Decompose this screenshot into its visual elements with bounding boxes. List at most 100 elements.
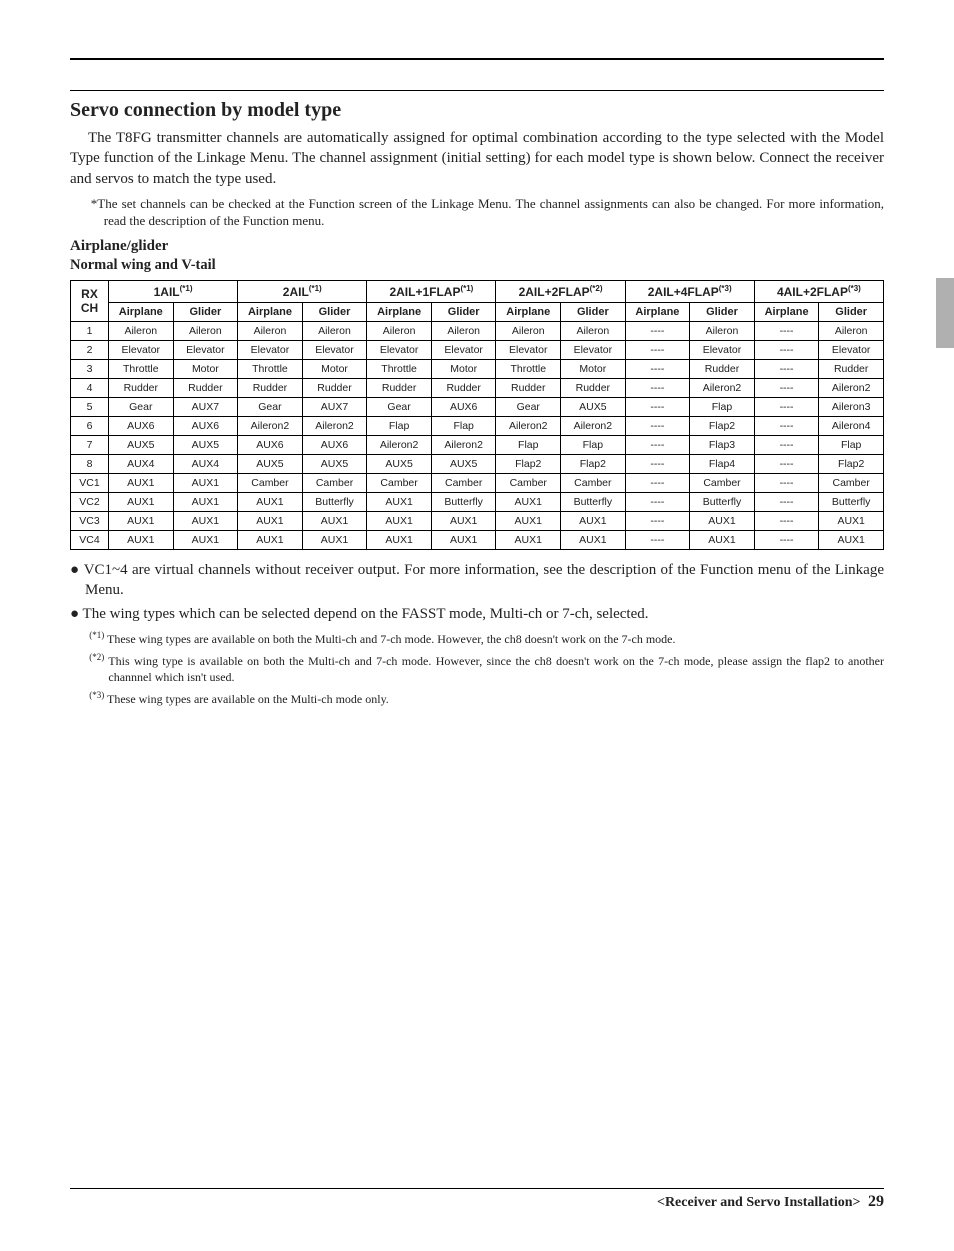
table-cell: Elevator: [561, 340, 626, 359]
table-cell: Camber: [690, 473, 755, 492]
table-cell: Rudder: [496, 378, 561, 397]
table-cell: Camber: [238, 473, 303, 492]
table-cell: AUX1: [238, 530, 303, 549]
table-cell: ----: [625, 359, 690, 378]
table-cell: Aileron2: [561, 416, 626, 435]
table-cell: AUX1: [109, 511, 174, 530]
table-sub-header: Airplane: [625, 302, 690, 321]
table-cell: Throttle: [109, 359, 174, 378]
table-row: VC4AUX1AUX1AUX1AUX1AUX1AUX1AUX1AUX1----A…: [71, 530, 884, 549]
subheading-airplane-glider: Airplane/glider: [70, 238, 884, 255]
table-cell: Aileron2: [496, 416, 561, 435]
table-cell: Motor: [431, 359, 496, 378]
table-group-header: 1AIL(*1): [109, 280, 238, 302]
subheading-wing-type: Normal wing and V-tail: [70, 257, 884, 274]
footer-section-label: <Receiver and Servo Installation>: [657, 1195, 861, 1210]
table-cell: Elevator: [819, 340, 884, 359]
table-group-header: 2AIL+4FLAP(*3): [625, 280, 754, 302]
table-cell: AUX1: [496, 530, 561, 549]
table-cell: Flap: [690, 397, 755, 416]
table-corner: RXCH: [71, 280, 109, 321]
table-cell: Motor: [302, 359, 367, 378]
table-row: VC2AUX1AUX1AUX1ButterflyAUX1ButterflyAUX…: [71, 492, 884, 511]
table-cell: Aileron2: [238, 416, 303, 435]
table-group-header: 4AIL+2FLAP(*3): [754, 280, 883, 302]
table-cell-ch: 1: [71, 321, 109, 340]
table-cell-ch: VC2: [71, 492, 109, 511]
table-cell: AUX6: [302, 435, 367, 454]
table-cell: Flap: [819, 435, 884, 454]
table-cell: Aileron3: [819, 397, 884, 416]
table-cell: ----: [754, 511, 819, 530]
table-cell: Aileron: [561, 321, 626, 340]
table-cell: AUX1: [367, 492, 432, 511]
table-cell: Elevator: [109, 340, 174, 359]
table-cell: Camber: [561, 473, 626, 492]
table-sub-header: Airplane: [109, 302, 174, 321]
table-cell: ----: [754, 378, 819, 397]
table-cell: Aileron2: [431, 435, 496, 454]
table-cell: Camber: [431, 473, 496, 492]
table-cell: Camber: [819, 473, 884, 492]
table-row: 4RudderRudderRudderRudderRudderRudderRud…: [71, 378, 884, 397]
bullet-item: ● The wing types which can be selected d…: [70, 604, 884, 624]
table-cell: Elevator: [238, 340, 303, 359]
star-note: *The set channels can be checked at the …: [70, 195, 884, 230]
table-cell: Aileron: [819, 321, 884, 340]
table-cell: AUX1: [561, 530, 626, 549]
table-cell-ch: 4: [71, 378, 109, 397]
table-cell: ----: [625, 378, 690, 397]
table-cell: Elevator: [496, 340, 561, 359]
table-body: 1AileronAileronAileronAileronAileronAile…: [71, 321, 884, 549]
table-group-header: 2AIL+2FLAP(*2): [496, 280, 625, 302]
table-cell: ----: [754, 530, 819, 549]
table-cell: Rudder: [561, 378, 626, 397]
table-cell: AUX5: [109, 435, 174, 454]
table-cell: AUX1: [561, 511, 626, 530]
table-cell: Gear: [496, 397, 561, 416]
table-cell: AUX1: [431, 511, 496, 530]
table-cell: AUX1: [109, 492, 174, 511]
table-cell-ch: 7: [71, 435, 109, 454]
table-cell: AUX1: [496, 492, 561, 511]
table-cell-ch: 5: [71, 397, 109, 416]
table-cell: Flap: [367, 416, 432, 435]
page-number: 29: [868, 1193, 884, 1210]
table-cell: Aileron2: [302, 416, 367, 435]
table-cell: ----: [625, 511, 690, 530]
table-row: 1AileronAileronAileronAileronAileronAile…: [71, 321, 884, 340]
table-cell: AUX1: [173, 530, 238, 549]
table-cell: AUX6: [173, 416, 238, 435]
table-cell: Gear: [109, 397, 174, 416]
table-cell: Butterfly: [819, 492, 884, 511]
table-cell: Aileron2: [690, 378, 755, 397]
table-cell: Camber: [302, 473, 367, 492]
table-cell: Flap3: [690, 435, 755, 454]
footnote: (*3) These wing types are available on t…: [70, 689, 884, 707]
table-cell: ----: [754, 397, 819, 416]
table-cell: AUX1: [302, 511, 367, 530]
table-cell: ----: [754, 359, 819, 378]
table-cell: AUX1: [819, 530, 884, 549]
table-cell: AUX6: [109, 416, 174, 435]
table-cell: ----: [625, 435, 690, 454]
table-cell: ----: [754, 321, 819, 340]
table-cell: AUX7: [302, 397, 367, 416]
table-sub-header: Glider: [173, 302, 238, 321]
table-cell: Butterfly: [431, 492, 496, 511]
table-cell: Throttle: [238, 359, 303, 378]
table-cell: Throttle: [496, 359, 561, 378]
table-cell-ch: VC3: [71, 511, 109, 530]
table-cell: Aileron4: [819, 416, 884, 435]
table-cell: AUX1: [690, 530, 755, 549]
table-cell: AUX1: [302, 530, 367, 549]
table-cell-ch: 8: [71, 454, 109, 473]
table-cell: AUX7: [173, 397, 238, 416]
section-rule: [70, 90, 884, 91]
table-cell: Camber: [496, 473, 561, 492]
intro-paragraph: The T8FG transmitter channels are automa…: [70, 128, 884, 189]
table-cell: ----: [754, 416, 819, 435]
table-cell: Butterfly: [561, 492, 626, 511]
table-cell: AUX5: [367, 454, 432, 473]
footnotes: (*1) These wing types are available on b…: [70, 629, 884, 708]
